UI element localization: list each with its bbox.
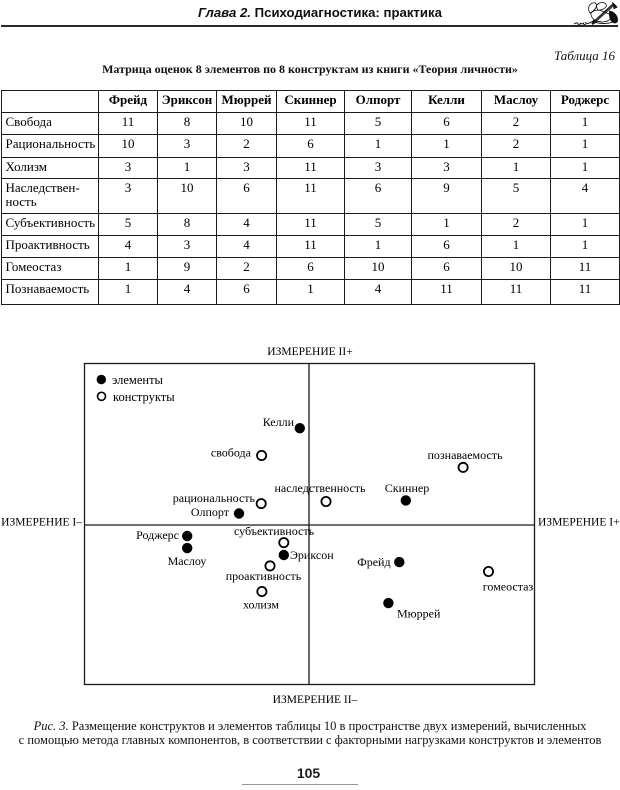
svg-text:холизм: холизм bbox=[243, 598, 279, 612]
svg-text:Скиннер: Скиннер bbox=[385, 481, 429, 495]
svg-text:элементы: элементы bbox=[112, 373, 164, 387]
svg-text:наследственность: наследственность bbox=[274, 481, 366, 495]
svg-text:субъективность: субъективность bbox=[234, 524, 315, 538]
svg-text:ИЗМЕРЕНИЕ I+: ИЗМЕРЕНИЕ I+ bbox=[538, 517, 620, 529]
svg-text:гомеостаз: гомеостаз bbox=[483, 580, 534, 594]
svg-text:Эриксон: Эриксон bbox=[290, 548, 334, 562]
svg-text:рациональность: рациональность bbox=[173, 491, 256, 505]
svg-text:ИЗМЕРЕНИЕ II–: ИЗМЕРЕНИЕ II– bbox=[273, 694, 358, 706]
svg-text:конструкты: конструкты bbox=[113, 390, 175, 404]
svg-text:познаваемость: познаваемость bbox=[427, 448, 503, 462]
svg-text:Маслоу: Маслоу bbox=[168, 554, 207, 568]
svg-text:ИЗМЕРЕНИЕ I–: ИЗМЕРЕНИЕ I– bbox=[1, 517, 82, 529]
svg-text:Роджерс: Роджерс bbox=[136, 528, 179, 542]
svg-text:Олпорт: Олпорт bbox=[191, 505, 230, 519]
svg-text:ИЗМЕРЕНИЕ II+: ИЗМЕРЕНИЕ II+ bbox=[267, 346, 352, 358]
svg-text:Фрейд: Фрейд bbox=[357, 555, 390, 569]
svg-text:Келли: Келли bbox=[263, 415, 295, 429]
svg-text:проактивность: проактивность bbox=[226, 569, 302, 583]
svg-text:свобода: свобода bbox=[211, 446, 252, 460]
svg-text:Мюррей: Мюррей bbox=[397, 607, 441, 621]
